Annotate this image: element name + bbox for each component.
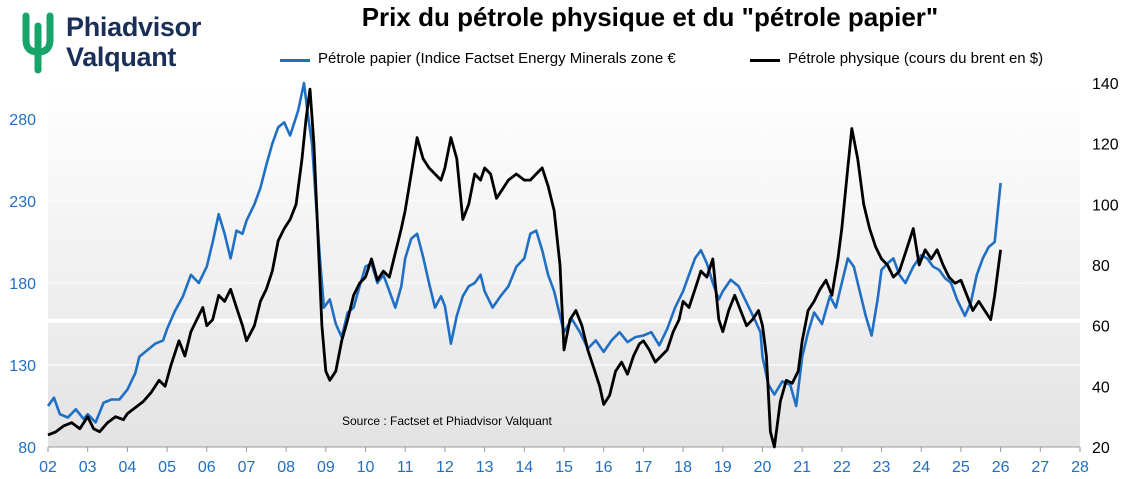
brand-name-line1: Phiadvisor: [66, 12, 202, 42]
y-right-tick-label: 80: [1092, 258, 1110, 275]
legend-swatch-physical: [750, 59, 780, 62]
x-tick-label: 04: [118, 459, 136, 476]
x-tick-label: 08: [277, 459, 295, 476]
y-left-tick-label: 280: [9, 112, 36, 129]
y-left-tick-label: 180: [9, 276, 36, 293]
chart-title: Prix du pétrole physique et du "pétrole …: [361, 2, 939, 32]
y-right-tick-label: 60: [1092, 319, 1110, 336]
x-tick-label: 19: [714, 459, 732, 476]
x-tick-label: 14: [515, 459, 533, 476]
x-tick-label: 18: [674, 459, 692, 476]
plot-area: [48, 83, 1080, 447]
y-right-tick-label: 20: [1092, 440, 1110, 457]
legend-label-physical: Pétrole physique (cours du brent en $): [788, 50, 1044, 67]
x-tick-label: 05: [158, 459, 176, 476]
x-tick-label: 24: [912, 459, 930, 476]
x-tick-label: 09: [317, 459, 335, 476]
legend-swatch-paper: [280, 59, 310, 62]
x-tick-label: 07: [238, 459, 256, 476]
source-annotation: Source : Factset et Phiadvisor Valquant: [342, 414, 553, 428]
x-tick-label: 02: [39, 459, 57, 476]
x-tick-label: 06: [198, 459, 216, 476]
x-tick-label: 11: [397, 459, 414, 476]
y-left-tick-label: 80: [18, 440, 36, 457]
y-left-tick-label: 130: [9, 358, 36, 375]
x-tick-label: 17: [634, 459, 652, 476]
x-tick-label: 25: [952, 459, 970, 476]
y-right-tick-label: 100: [1092, 197, 1119, 214]
x-tick-label: 28: [1071, 459, 1089, 476]
y-left-tick-label: 230: [9, 194, 36, 211]
phi-logo-icon: [22, 12, 54, 74]
x-tick-label: 23: [873, 459, 891, 476]
series-line-physical: [47, 87, 1002, 449]
series-line-paper: [46, 81, 1002, 424]
x-tick-label: 27: [1031, 459, 1049, 476]
y-right-tick-label: 40: [1092, 379, 1110, 396]
brand-logo: Phiadvisor Valquant: [12, 10, 212, 80]
x-tick-label: 12: [436, 459, 454, 476]
y-right-tick-label: 140: [1092, 76, 1119, 93]
x-tick-label: 03: [79, 459, 97, 476]
x-tick-label: 13: [476, 459, 494, 476]
x-tick-label: 20: [754, 459, 772, 476]
y-right-tick-label: 120: [1092, 137, 1119, 154]
x-tick-label: 10: [357, 459, 375, 476]
x-tick-label: 15: [555, 459, 573, 476]
legend-label-paper: Pétrole papier (Indice Factset Energy Mi…: [318, 50, 676, 67]
x-tick-label: 22: [833, 459, 851, 476]
x-tick-label: 16: [595, 459, 613, 476]
x-tick-label: 21: [793, 459, 811, 476]
brand-name-line2: Valquant: [66, 42, 177, 72]
x-tick-label: 26: [992, 459, 1010, 476]
